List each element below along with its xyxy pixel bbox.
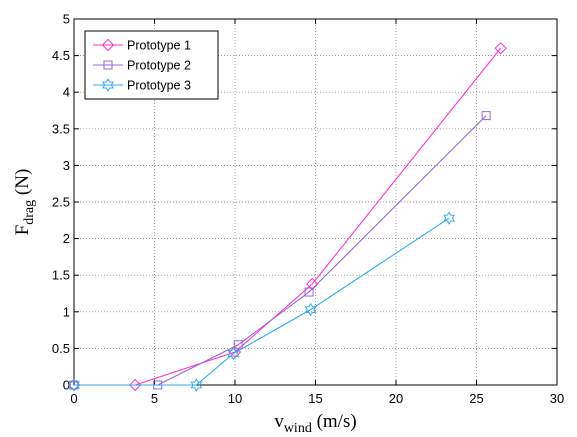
series-lines (67, 42, 507, 392)
x-tick-label: 30 (550, 391, 564, 406)
y-tick-label: 2 (63, 231, 70, 246)
data-point (68, 378, 80, 392)
data-point (494, 42, 507, 55)
series-line (74, 115, 487, 386)
y-tick-label: 5 (63, 12, 70, 27)
data-point (227, 346, 240, 361)
y-tick-label: 4 (63, 85, 70, 100)
data-point (443, 211, 455, 225)
data-point (481, 111, 491, 121)
x-tick-label: 25 (469, 391, 483, 406)
legend-marker (102, 78, 114, 92)
y-tick-label: 2.5 (52, 195, 70, 210)
series-prototype-2 (69, 111, 491, 390)
y-tick-label: 4.5 (52, 48, 70, 63)
legend-marker (103, 60, 113, 70)
series-prototype-3 (68, 211, 455, 392)
y-tick-label: 1 (63, 304, 70, 319)
legend-entry: Prototype 3 (93, 78, 191, 93)
y-axis-label-sub: drag (22, 200, 37, 225)
x-tick-label: 10 (228, 391, 242, 406)
series-line (74, 217, 450, 386)
x-axis-label-main: v (274, 411, 284, 432)
y-tick-label: 1.5 (52, 268, 70, 283)
y-tick-label: 0.5 (52, 341, 70, 356)
x-tick-label: 5 (151, 391, 158, 406)
axis-ticks: 0 5 10 15 20 25 30 0 0.5 1 1.5 2 2.5 3 3.5 4 4.5 5 (52, 12, 564, 407)
legend-entry: Prototype 1 (93, 39, 191, 53)
legend-entry: Prototype 2 (93, 59, 191, 73)
x-axis-label: vwind (m/s) (274, 411, 356, 436)
y-tick-label: 0 (63, 378, 70, 393)
x-axis-label-sub: wind (284, 421, 312, 436)
y-axis-label-main: F (12, 225, 33, 236)
data-point (304, 287, 314, 297)
x-axis-label-unit: (m/s) (312, 411, 357, 432)
legend-label: Prototype 2 (127, 59, 191, 73)
grid (74, 19, 557, 385)
data-point (233, 340, 243, 350)
y-axis-label-unit: (N) (12, 169, 33, 200)
data-point (190, 378, 203, 392)
legend-marker (101, 38, 115, 52)
legend-label: Prototype 1 (127, 39, 191, 53)
data-point (304, 302, 317, 317)
y-tick-label: 3.5 (52, 121, 70, 136)
x-tick-label: 15 (308, 391, 322, 406)
x-tick-label: 20 (389, 391, 403, 406)
data-point (128, 378, 142, 392)
legend-label: Prototype 3 (127, 79, 191, 93)
x-tick-label: 0 (70, 391, 77, 406)
legend: Prototype 1 Prototype 2 Prototype 3 (84, 30, 219, 100)
y-tick-label: 3 (63, 158, 70, 173)
y-axis-label: Fdrag (N) (12, 169, 37, 236)
